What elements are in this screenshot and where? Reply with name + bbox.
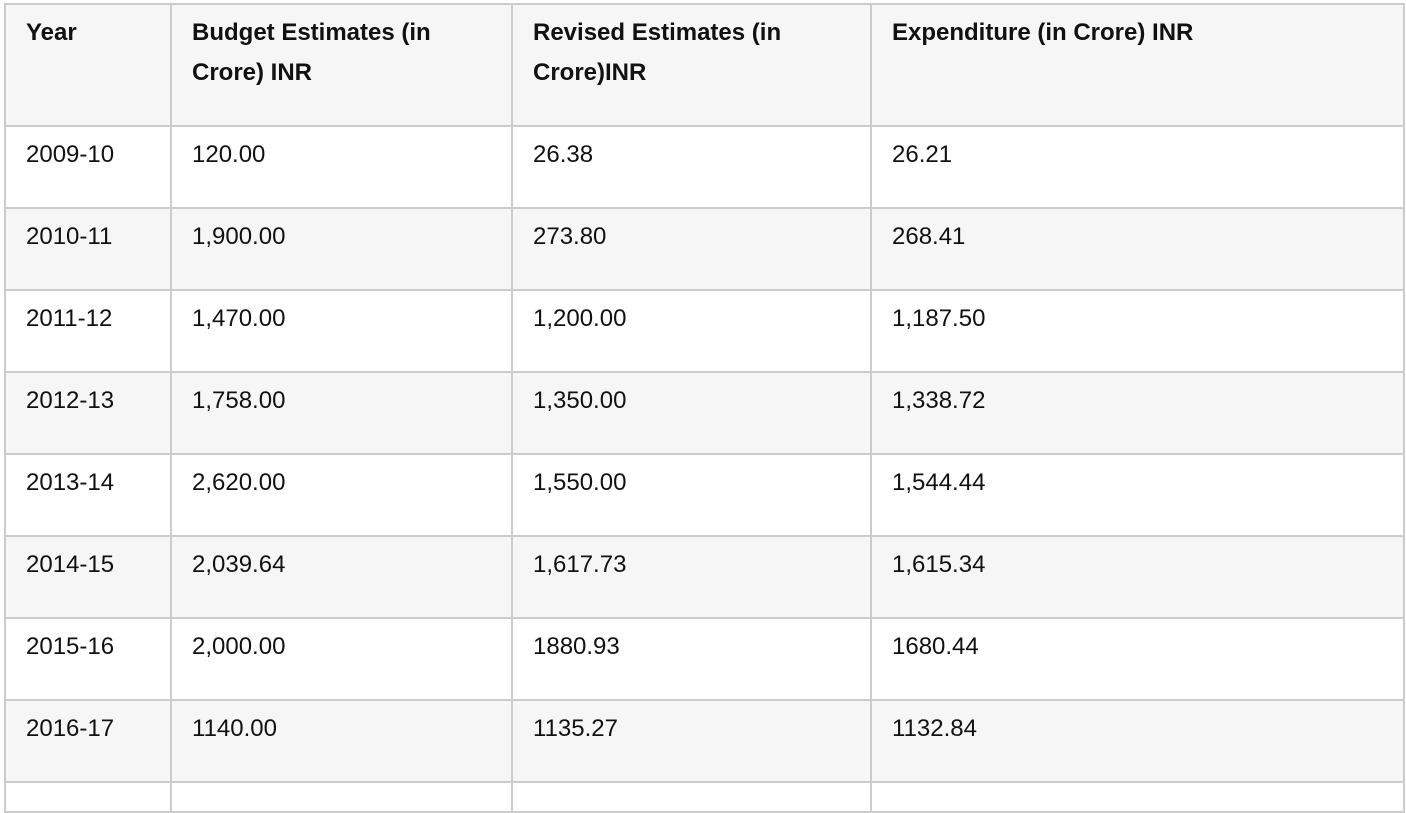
cell-expenditure: 1,338.72	[870, 371, 1405, 455]
cell-expenditure: 1680.44	[870, 617, 1405, 701]
cell-expenditure: 26.21	[870, 125, 1405, 209]
table-row: 2015-16 2,000.00 1880.93 1680.44	[4, 617, 1405, 701]
empty-cell	[4, 781, 172, 813]
cell-budget-estimate: 1,470.00	[170, 289, 513, 373]
cell-budget-estimate: 1,758.00	[170, 371, 513, 455]
header-year: Year	[4, 3, 172, 127]
table-row: 2016-17 1140.00 1135.27 1132.84	[4, 699, 1405, 783]
empty-cell	[170, 781, 513, 813]
table-row: 2011-12 1,470.00 1,200.00 1,187.50	[4, 289, 1405, 373]
cell-year: 2016-17	[4, 699, 172, 783]
budget-table: Year Budget Estimates (in Crore) INR Rev…	[4, 3, 1405, 813]
cell-budget-estimate: 120.00	[170, 125, 513, 209]
cell-budget-estimate: 2,000.00	[170, 617, 513, 701]
cell-expenditure: 1,544.44	[870, 453, 1405, 537]
table-row: 2014-15 2,039.64 1,617.73 1,615.34	[4, 535, 1405, 619]
cell-budget-estimate: 1140.00	[170, 699, 513, 783]
cell-year: 2009-10	[4, 125, 172, 209]
table-row: 2010-11 1,900.00 273.80 268.41	[4, 207, 1405, 291]
cell-expenditure: 1,615.34	[870, 535, 1405, 619]
cell-budget-estimate: 2,039.64	[170, 535, 513, 619]
cell-budget-estimate: 2,620.00	[170, 453, 513, 537]
cell-revised-estimate: 1,350.00	[511, 371, 872, 455]
cell-year: 2011-12	[4, 289, 172, 373]
cell-revised-estimate: 273.80	[511, 207, 872, 291]
cell-expenditure: 1132.84	[870, 699, 1405, 783]
cell-revised-estimate: 1880.93	[511, 617, 872, 701]
header-row: Year Budget Estimates (in Crore) INR Rev…	[4, 3, 1405, 127]
table-row-partial	[4, 781, 1405, 813]
cell-revised-estimate: 1,617.73	[511, 535, 872, 619]
table-row: 2013-14 2,620.00 1,550.00 1,544.44	[4, 453, 1405, 537]
cell-year: 2014-15	[4, 535, 172, 619]
cell-year: 2015-16	[4, 617, 172, 701]
cell-year: 2013-14	[4, 453, 172, 537]
cell-revised-estimate: 26.38	[511, 125, 872, 209]
header-budget-estimates: Budget Estimates (in Crore) INR	[170, 3, 513, 127]
header-expenditure: Expenditure (in Crore) INR	[870, 3, 1405, 127]
cell-revised-estimate: 1135.27	[511, 699, 872, 783]
cell-revised-estimate: 1,550.00	[511, 453, 872, 537]
empty-cell	[511, 781, 872, 813]
cell-year: 2012-13	[4, 371, 172, 455]
empty-cell	[870, 781, 1405, 813]
cell-expenditure: 268.41	[870, 207, 1405, 291]
cell-budget-estimate: 1,900.00	[170, 207, 513, 291]
header-revised-estimates: Revised Estimates (in Crore)INR	[511, 3, 872, 127]
cell-expenditure: 1,187.50	[870, 289, 1405, 373]
cell-revised-estimate: 1,200.00	[511, 289, 872, 373]
cell-year: 2010-11	[4, 207, 172, 291]
table-row: 2012-13 1,758.00 1,350.00 1,338.72	[4, 371, 1405, 455]
table-row: 2009-10 120.00 26.38 26.21	[4, 125, 1405, 209]
